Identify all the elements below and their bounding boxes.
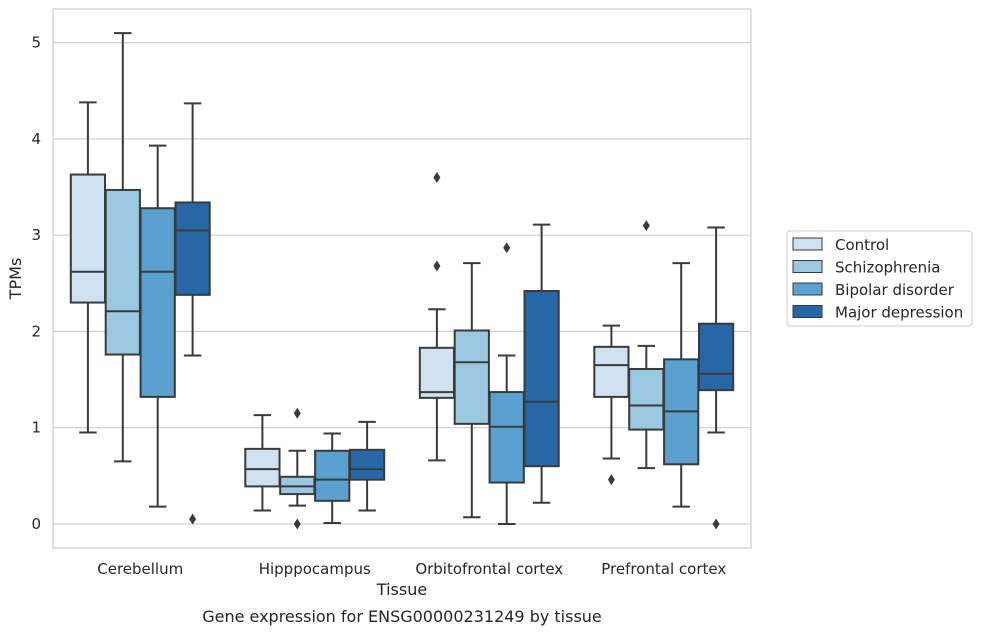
box-major-depression bbox=[174, 102, 211, 525]
box-body bbox=[104, 188, 141, 356]
outlier-point bbox=[189, 513, 197, 525]
box-bipolar-disorder bbox=[314, 432, 351, 524]
box-body bbox=[628, 367, 665, 431]
y-tick-label: 3 bbox=[31, 226, 41, 244]
box-body bbox=[488, 391, 525, 484]
legend-frame bbox=[786, 230, 973, 327]
x-tick-label: Cerebellum bbox=[97, 560, 183, 578]
box-body bbox=[348, 448, 386, 481]
box-control bbox=[593, 324, 630, 486]
box-schizophrenia bbox=[104, 32, 141, 463]
y-axis-title: TPMs bbox=[6, 258, 25, 301]
box-schizophrenia bbox=[453, 262, 490, 519]
legend-swatch bbox=[792, 305, 823, 318]
box-major-depression bbox=[348, 420, 386, 512]
x-axis-ticks: Cerebellum Hipppocampus Orbitofrontal cort… bbox=[97, 560, 726, 578]
x-tick-label: Orbitofrontal cortex bbox=[415, 560, 563, 578]
outlier-point bbox=[712, 518, 720, 530]
box-body bbox=[139, 207, 176, 398]
outlier-point bbox=[433, 171, 441, 183]
plot-frame bbox=[52, 8, 752, 549]
box-body bbox=[69, 173, 107, 304]
box-body bbox=[244, 447, 281, 488]
y-tick-label: 1 bbox=[31, 419, 41, 437]
chart-caption: Gene expression for ENSG00000231249 by t… bbox=[202, 607, 602, 626]
legend-swatch bbox=[792, 260, 823, 273]
box-body bbox=[453, 329, 490, 425]
outlier-point bbox=[293, 407, 301, 419]
y-tick-label: 2 bbox=[31, 322, 41, 340]
legend-swatch bbox=[792, 237, 823, 251]
outlier-point bbox=[433, 260, 441, 272]
legend-label: Schizophrenia bbox=[835, 259, 940, 277]
x-tick-label: Hipppocampus bbox=[259, 560, 371, 578]
box-body bbox=[697, 322, 735, 392]
box-body bbox=[523, 290, 560, 468]
box-control bbox=[418, 171, 456, 462]
box-schizophrenia bbox=[279, 407, 316, 530]
box-major-depression bbox=[523, 223, 560, 504]
box-bipolar-disorder bbox=[139, 144, 176, 508]
box-body bbox=[593, 345, 630, 398]
x-axis-title: Tissue bbox=[376, 580, 427, 599]
box-bipolar-disorder bbox=[663, 262, 700, 508]
box-schizophrenia bbox=[628, 220, 665, 470]
y-axis-ticks: 0 1 2 3 4 5 bbox=[31, 34, 41, 533]
outlier-point bbox=[293, 518, 301, 530]
legend: Control Schizophrenia Bipolar disorder Majo… bbox=[786, 230, 973, 327]
box-body bbox=[314, 449, 351, 502]
y-tick-label: 5 bbox=[31, 34, 41, 52]
y-tick-label: 0 bbox=[31, 515, 41, 533]
x-tick-label: Prefrontal cortex bbox=[601, 560, 726, 578]
box-control bbox=[69, 101, 107, 434]
box-body bbox=[174, 201, 211, 296]
y-tick-label: 4 bbox=[31, 130, 41, 148]
box-body bbox=[418, 346, 456, 399]
legend-label: Control bbox=[835, 236, 889, 254]
outlier-point bbox=[503, 242, 511, 254]
box-major-depression bbox=[697, 226, 735, 530]
outlier-point bbox=[607, 474, 615, 486]
box-control bbox=[244, 414, 281, 512]
legend-label: Major depression bbox=[835, 304, 963, 322]
box-bipolar-disorder bbox=[488, 242, 525, 525]
outlier-point bbox=[642, 220, 650, 232]
legend-label: Bipolar disorder bbox=[835, 281, 955, 299]
legend-swatch bbox=[792, 282, 823, 296]
box-plot-area bbox=[69, 32, 735, 530]
